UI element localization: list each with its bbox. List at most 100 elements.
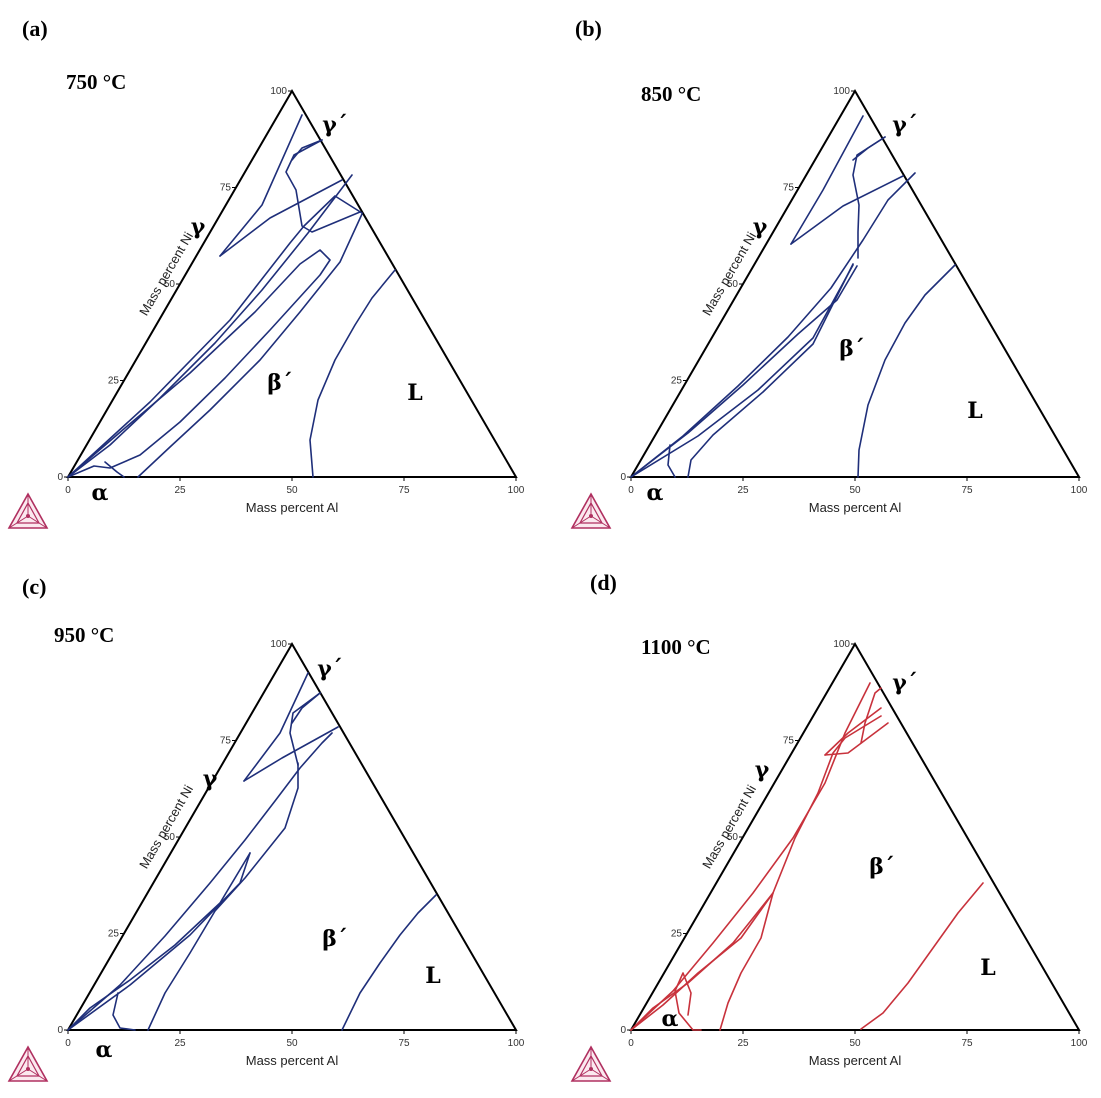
phase-boundary-4 bbox=[667, 444, 676, 478]
x-tick-label: 75 bbox=[961, 485, 973, 496]
phase-boundary-5 bbox=[147, 762, 299, 1031]
y-tick-label: 75 bbox=[220, 736, 232, 747]
phase-label-beta-prime: β´ bbox=[839, 336, 865, 362]
x-tick-label: 0 bbox=[65, 1038, 71, 1049]
x-tick-label: 0 bbox=[65, 485, 71, 496]
panel-b: (b) 850 °C 0 25 50 75 100 0 25 50 75 100 Mass percen… bbox=[570, 16, 1088, 529]
phase-boundary-5 bbox=[137, 213, 363, 478]
x-tick-label: 75 bbox=[398, 1038, 410, 1049]
y-tick-label: 50 bbox=[727, 279, 739, 290]
x-tick-label: 50 bbox=[849, 1038, 861, 1049]
phase-boundary-9 bbox=[852, 136, 886, 259]
x-tick-label: 50 bbox=[286, 1038, 298, 1049]
y-tick-label: 50 bbox=[727, 832, 739, 843]
phase-label-gamma-prime: γ´ bbox=[317, 656, 343, 682]
y-tick-label: 25 bbox=[108, 376, 120, 387]
phase-boundary-7 bbox=[790, 175, 904, 245]
panel-d: (d) 1100 °C 0 25 50 75 100 0 25 50 75 100 Mass perce… bbox=[570, 570, 1088, 1082]
y-tick-label: 100 bbox=[270, 86, 287, 97]
triangle-logo-icon bbox=[7, 492, 49, 529]
phase-label-gamma: γ bbox=[203, 766, 218, 792]
ternary-frame bbox=[66, 642, 518, 1031]
y-tick-label: 25 bbox=[671, 376, 683, 387]
y-axis-title: Mass percent Ni bbox=[136, 229, 196, 318]
phase-boundary-5 bbox=[719, 892, 774, 1031]
temperature-label: 950 °C bbox=[54, 623, 114, 647]
phase-boundary-7 bbox=[243, 726, 339, 782]
phase-label-beta-prime: β´ bbox=[869, 854, 895, 880]
phase-boundary-1 bbox=[630, 682, 871, 1031]
x-tick-label: 25 bbox=[174, 485, 186, 496]
phase-label-liquid: L bbox=[407, 380, 422, 406]
x-axis-title: Mass percent Al bbox=[809, 1053, 902, 1068]
phase-boundary-6 bbox=[824, 707, 882, 756]
x-tick-label: 100 bbox=[1071, 485, 1088, 496]
phase-boundary-5 bbox=[687, 263, 854, 478]
y-tick-label: 25 bbox=[671, 929, 683, 940]
phase-boundary-4 bbox=[112, 992, 136, 1031]
panel-a: (a) 750 °C 0 25 50 75 100 0 25 50 75 100 Mass percen… bbox=[7, 16, 525, 529]
ternary-plot: 0 25 50 75 100 0 25 50 75 100 Mass percent Al Mass … bbox=[7, 86, 525, 529]
phase-label-alpha: α bbox=[662, 1006, 679, 1032]
y-tick-label: 0 bbox=[57, 1025, 63, 1036]
x-tick-label: 100 bbox=[1071, 1038, 1088, 1049]
x-tick-label: 0 bbox=[628, 1038, 634, 1049]
phase-boundary-7 bbox=[824, 722, 889, 756]
phase-boundary-1 bbox=[67, 732, 333, 1031]
phase-boundary-2 bbox=[630, 265, 858, 478]
phase-boundary-10 bbox=[341, 894, 437, 1031]
phase-boundary-4 bbox=[674, 972, 702, 1031]
y-tick-label: 75 bbox=[220, 183, 232, 194]
panel-caption: (c) bbox=[22, 574, 46, 599]
x-tick-label: 50 bbox=[286, 485, 298, 496]
phase-boundary-10 bbox=[857, 264, 956, 478]
phase-label-beta-prime: β´ bbox=[322, 926, 348, 952]
y-axis-title: Mass percent Ni bbox=[136, 782, 196, 871]
phase-boundary-6 bbox=[243, 672, 309, 782]
temperature-label: 1100 °C bbox=[641, 635, 711, 659]
triangle-logo-icon bbox=[570, 492, 612, 529]
y-tick-label: 100 bbox=[833, 86, 850, 97]
temperature-label: 750 °C bbox=[66, 70, 126, 94]
phase-boundary-2 bbox=[67, 195, 363, 478]
y-tick-label: 50 bbox=[164, 279, 176, 290]
x-tick-label: 50 bbox=[849, 485, 861, 496]
phase-boundary-9 bbox=[285, 139, 361, 233]
x-tick-label: 75 bbox=[961, 1038, 973, 1049]
phase-label-gamma-prime: γ´ bbox=[322, 112, 348, 138]
y-tick-label: 25 bbox=[108, 929, 120, 940]
phase-boundary-1 bbox=[630, 172, 916, 478]
x-tick-label: 25 bbox=[737, 1038, 749, 1049]
phase-label-gamma: γ bbox=[755, 757, 770, 783]
phase-label-alpha: α bbox=[96, 1037, 113, 1063]
phase-boundary-6 bbox=[790, 115, 864, 245]
x-tick-label: 25 bbox=[737, 485, 749, 496]
panel-caption: (b) bbox=[575, 16, 602, 41]
phase-boundary-3 bbox=[630, 892, 774, 1031]
phase-label-alpha: α bbox=[92, 480, 109, 506]
x-tick-label: 100 bbox=[508, 1038, 525, 1049]
phase-label-liquid: L bbox=[980, 955, 995, 981]
phase-label-alpha: α bbox=[647, 480, 664, 506]
triangle-logo-icon bbox=[570, 1045, 612, 1082]
phase-boundary-7 bbox=[219, 179, 343, 257]
panel-caption: (a) bbox=[22, 16, 48, 41]
phase-boundary-1 bbox=[67, 174, 353, 478]
triangle-logo-icon bbox=[7, 1045, 49, 1082]
panel-c: (c) 950 °C 0 25 50 75 100 0 25 50 75 100 Mass percen… bbox=[7, 574, 525, 1082]
phase-label-beta-prime: β´ bbox=[267, 370, 293, 396]
x-tick-label: 100 bbox=[508, 485, 525, 496]
phase-label-liquid: L bbox=[425, 963, 440, 989]
y-tick-label: 100 bbox=[833, 639, 850, 650]
temperature-label: 850 °C bbox=[641, 82, 701, 106]
phase-boundary-3 bbox=[67, 249, 331, 478]
x-axis-title: Mass percent Al bbox=[809, 500, 902, 515]
phase-label-gamma: γ bbox=[753, 214, 768, 240]
y-tick-label: 50 bbox=[164, 832, 176, 843]
y-tick-label: 75 bbox=[783, 736, 795, 747]
x-tick-label: 0 bbox=[628, 485, 634, 496]
phase-boundary-2 bbox=[67, 852, 251, 1031]
x-tick-label: 75 bbox=[398, 485, 410, 496]
y-tick-label: 0 bbox=[620, 472, 626, 483]
